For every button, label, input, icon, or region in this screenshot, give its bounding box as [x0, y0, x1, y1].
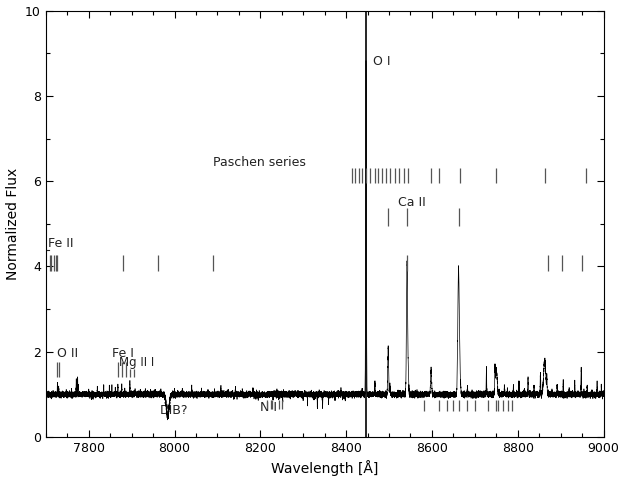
Text: Mg II I: Mg II I — [119, 356, 154, 369]
Text: O II: O II — [57, 348, 78, 361]
Text: Fe I: Fe I — [112, 348, 134, 361]
X-axis label: Wavelength [Å]: Wavelength [Å] — [271, 460, 378, 476]
Text: N I: N I — [261, 401, 278, 414]
Text: O I: O I — [372, 55, 390, 68]
Text: Fe II: Fe II — [48, 237, 74, 250]
Text: Ca II: Ca II — [398, 196, 426, 209]
Text: DIB?: DIB? — [159, 403, 188, 416]
Y-axis label: Normalized Flux: Normalized Flux — [6, 168, 19, 280]
Text: Paschen series: Paschen series — [213, 156, 306, 169]
